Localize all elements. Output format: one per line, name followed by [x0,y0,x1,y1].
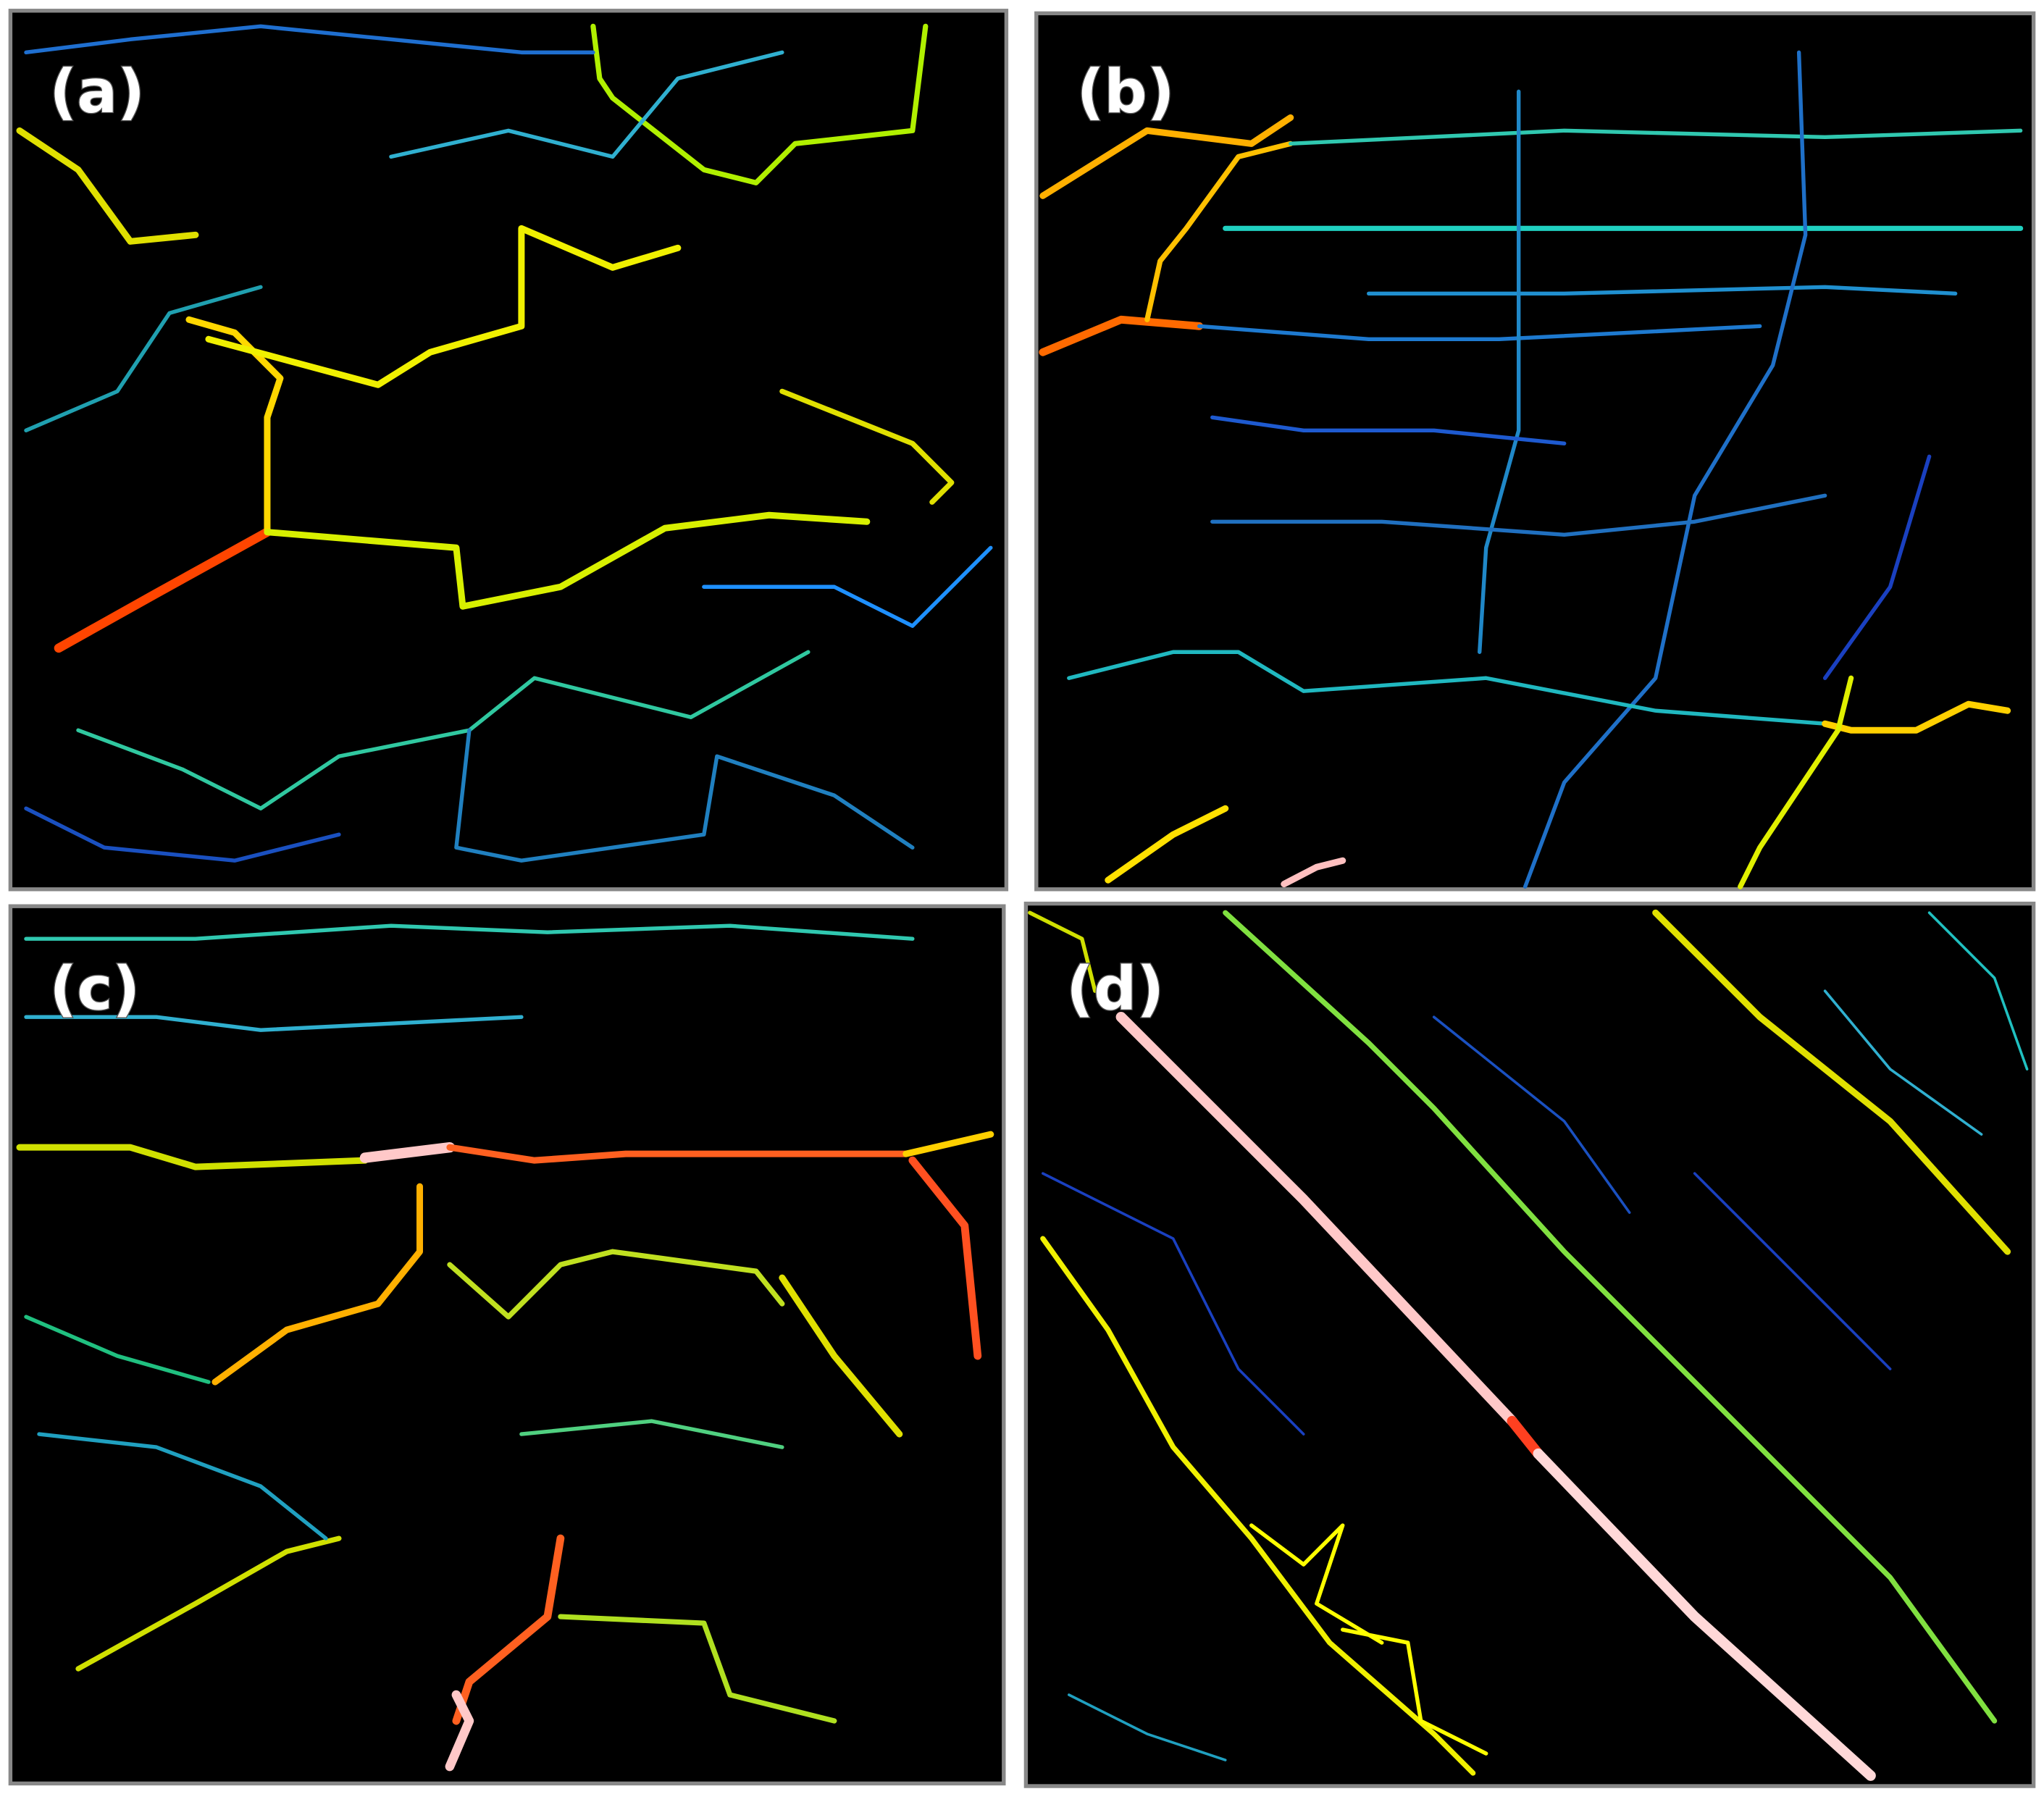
panel-label: (a) [49,56,145,127]
panel-a: (a) [8,9,1009,892]
panel-frame [8,9,1009,892]
panel-frame [1023,901,2036,1788]
panel-b: (b) [1034,11,2036,892]
crack-network [1039,50,2024,889]
panel-frame [8,904,1006,1786]
panel-label: (b) [1077,56,1175,127]
panel-frame [1034,11,2036,892]
panel-c: (c) [8,904,1006,1786]
panel-label: (c) [49,953,140,1023]
crack-network [1028,909,2029,1781]
crack-network [16,23,993,863]
crack-network [16,923,994,1772]
panel-d: (d) [1023,901,2036,1788]
panel-label: (d) [1066,953,1164,1023]
